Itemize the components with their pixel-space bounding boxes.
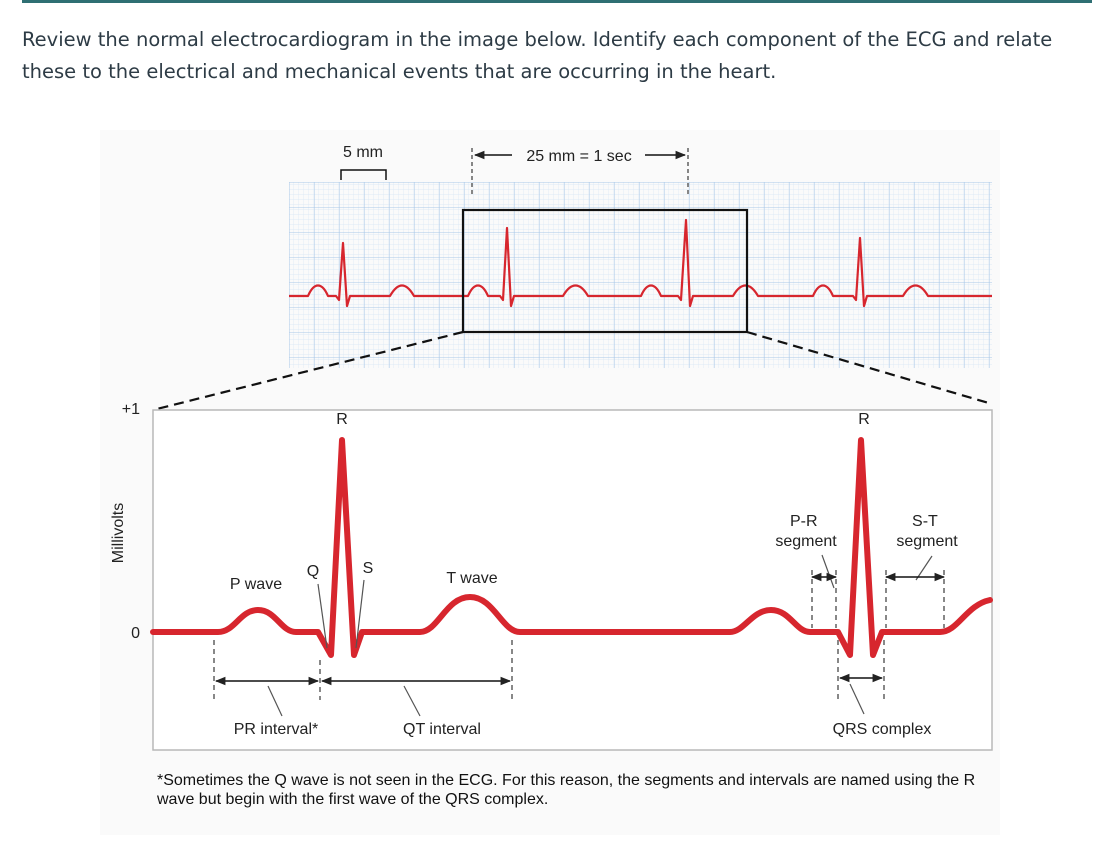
r-wave-label-right: R: [858, 411, 870, 428]
qt-interval-pointer: [403, 685, 421, 717]
st-segment-label-line1: S-T: [912, 513, 938, 530]
five-mm-bracket: [340, 169, 387, 180]
y-axis-label: Millivolts: [110, 503, 127, 563]
st-segment-label: S-T segment: [896, 513, 958, 550]
magnified-region-box: [461, 208, 749, 334]
pr-segment-label-line1: P-R: [790, 513, 818, 530]
pr-interval-pointer: [267, 685, 283, 717]
q-wave-pointer: [317, 583, 328, 649]
magnified-ecg-trace: [150, 437, 993, 658]
zoom-line-right: [746, 330, 993, 406]
r-wave-label-left: R: [336, 411, 348, 428]
st-segment-label-line2: segment: [896, 533, 958, 550]
p-wave-label: P wave: [230, 576, 282, 593]
figure-footnote: *Sometimes the Q wave is not seen in the…: [157, 772, 976, 808]
ecg-strip-trace: [289, 218, 992, 308]
ecg-grid: [289, 182, 992, 368]
pr-segment-label-line2: segment: [775, 533, 837, 550]
qrs-complex-label: QRS complex: [833, 721, 932, 738]
q-wave-label: Q: [307, 563, 319, 580]
qt-interval-label: QT interval: [403, 721, 481, 738]
y-tick-zero: 0: [131, 625, 140, 642]
qrs-pointer: [849, 683, 865, 715]
question-text: Review the normal electrocardiogram in t…: [22, 28, 1053, 83]
s-wave-pointer: [355, 579, 365, 649]
top-divider: [22, 0, 1092, 3]
zoom-line-left: [152, 330, 464, 412]
y-tick-plus-one: +1: [122, 401, 140, 418]
s-wave-label: S: [363, 560, 374, 577]
pr-interval-label: PR interval*: [234, 721, 318, 738]
time-scale-label: 25 mm = 1 sec: [526, 148, 631, 165]
pr-segment-label: P-R segment: [775, 513, 837, 550]
t-wave-label: T wave: [446, 570, 497, 587]
pr-segment-pointer: [821, 554, 835, 589]
five-mm-label: 5 mm: [343, 144, 383, 161]
